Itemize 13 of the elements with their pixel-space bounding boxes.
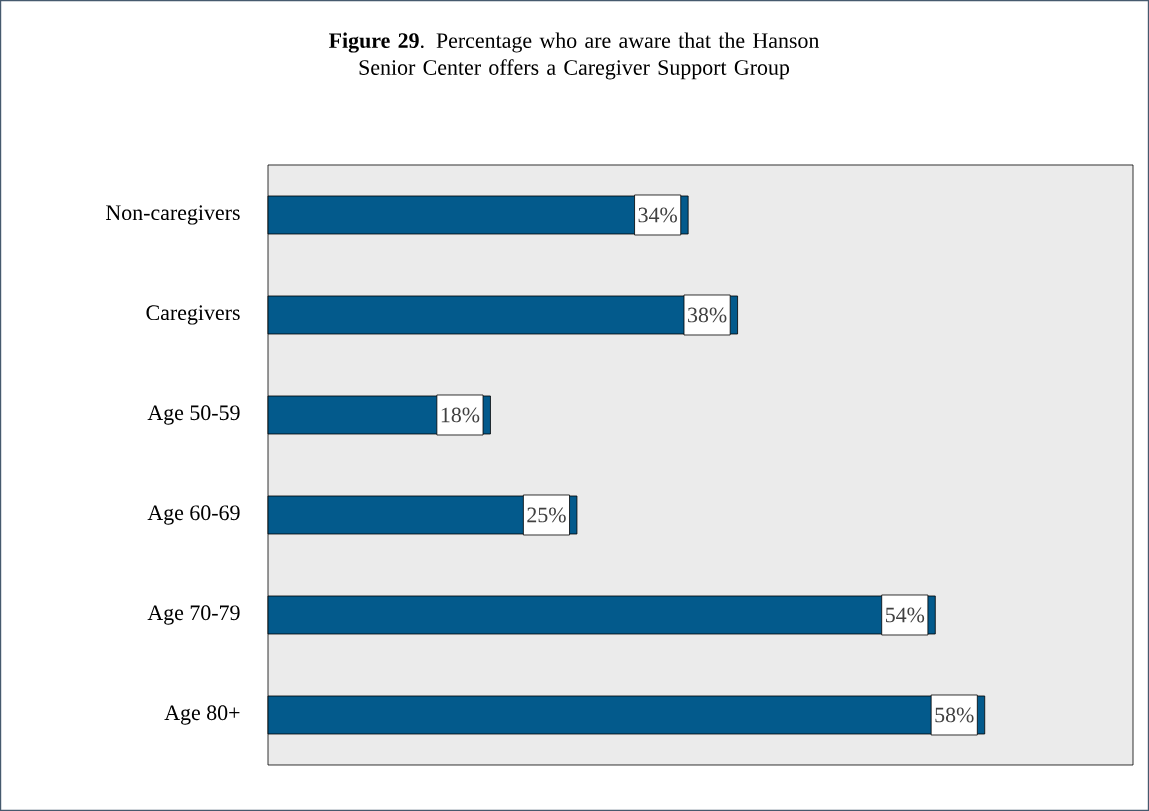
- y-tick-label: Non-caregivers: [106, 205, 240, 225]
- y-tick-label: Age 70-79: [147, 605, 240, 625]
- data-label: 18%: [441, 407, 480, 423]
- data-label: 25%: [527, 507, 566, 523]
- data-label: 38%: [688, 307, 727, 323]
- y-tick-label: Age 80+: [164, 705, 240, 725]
- chart-title: Figure 29. Percentage who are aware that the Hanson Senior Center offers a Caregiver Support Group: [329, 32, 820, 80]
- y-tick-label: Caregivers: [146, 305, 240, 325]
- data-label: 58%: [935, 707, 974, 723]
- y-tick-label: Age 60-69: [147, 505, 240, 525]
- y-tick-label: Age 50-59: [147, 405, 240, 425]
- data-label: 34%: [638, 207, 678, 223]
- data-label: 54%: [886, 607, 925, 623]
